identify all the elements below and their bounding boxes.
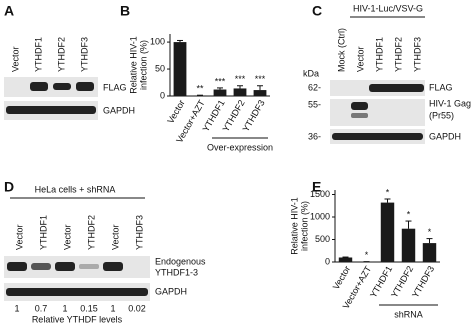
lane-label: Vector — [14, 224, 24, 250]
band-label: GAPDH — [429, 131, 461, 141]
y-axis-label: Relative HIV-1 — [289, 197, 299, 255]
marker: 55- — [308, 99, 321, 109]
blot — [4, 256, 150, 278]
bar — [193, 95, 207, 96]
y-tick-label: 50 — [155, 63, 165, 73]
bar — [233, 88, 247, 96]
band — [76, 82, 94, 91]
group-header: HIV-1-Luc/VSV-G — [353, 3, 423, 13]
lane-label: YTHDF2 — [86, 215, 96, 250]
y-tick-label: 500 — [315, 234, 330, 244]
band — [53, 83, 71, 90]
band — [31, 263, 51, 270]
group-label: shRNA — [394, 309, 423, 319]
significance: *** — [255, 74, 266, 84]
bar — [422, 243, 437, 262]
y-tick-label: 0 — [160, 90, 165, 100]
lane-label: YTHDF1 — [374, 37, 384, 72]
band — [369, 84, 424, 92]
level-value: 0.7 — [35, 303, 48, 313]
x-tick-label: Vector — [331, 264, 352, 291]
panel-label: D — [4, 179, 14, 195]
band-label: (Pr55) — [429, 110, 454, 120]
x-tick-label: Vector — [165, 98, 186, 125]
marker: 36- — [308, 131, 321, 141]
y-axis-label: Relative HIV-1 — [128, 36, 138, 94]
band-label: YTHDF1-3 — [155, 267, 198, 277]
lane-label: Mock (Ctrl) — [336, 28, 346, 72]
lane-label: YTHDF3 — [412, 37, 422, 72]
significance: ** — [196, 84, 204, 94]
band — [6, 288, 148, 296]
bar — [253, 90, 267, 96]
band-label: Endogenous — [155, 256, 206, 266]
band-label: FLAG — [103, 82, 127, 92]
bar — [401, 228, 416, 262]
panel-label: C — [312, 3, 322, 19]
lane-label: YTHDF3 — [79, 37, 89, 72]
y-tick-label: 0 — [325, 256, 330, 266]
significance: * — [386, 187, 390, 197]
y-tick-label: 100 — [150, 36, 165, 46]
band — [103, 262, 123, 271]
y-tick-label: 1000 — [310, 211, 330, 221]
band-label: GAPDH — [103, 105, 135, 115]
significance: * — [407, 209, 411, 219]
blot — [330, 99, 425, 126]
panel-label: A — [4, 3, 14, 19]
lane-label: YTHDF2 — [393, 37, 403, 72]
significance: *** — [235, 74, 246, 84]
y-axis-label: infection (%) — [138, 40, 148, 90]
significance: * — [365, 250, 369, 260]
band-label: FLAG — [429, 82, 453, 92]
band — [351, 113, 368, 118]
band — [332, 133, 423, 140]
level-value: 1 — [110, 303, 115, 313]
lane-label: YTHDF1 — [38, 215, 48, 250]
band — [6, 106, 96, 114]
lane-label: YTHDF1 — [33, 37, 43, 72]
significance: * — [428, 227, 432, 237]
level-value: 1 — [14, 303, 19, 313]
bar — [380, 202, 395, 262]
lane-label: YTHDF3 — [134, 215, 144, 250]
lane-label: Vector — [10, 46, 20, 72]
group-label: Over-expression — [207, 142, 273, 152]
group-header: HeLa cells + shRNA — [35, 184, 116, 194]
band — [55, 262, 75, 271]
band-label: HIV-1 Gag — [429, 98, 471, 108]
band — [30, 82, 48, 91]
band — [351, 102, 368, 110]
blot — [4, 77, 98, 97]
lane-label: Vector — [355, 46, 365, 72]
bar — [173, 42, 187, 96]
bar — [338, 257, 353, 262]
y-tick-label: 1500 — [310, 189, 330, 199]
lane-label: YTHDF2 — [56, 37, 66, 72]
band — [7, 262, 27, 271]
band-label: GAPDH — [155, 286, 187, 296]
lane-label: Vector — [110, 224, 120, 250]
panel-label: E — [312, 179, 321, 195]
y-axis-label: infection (%) — [299, 201, 309, 251]
significance: *** — [215, 76, 226, 86]
level-value: 1 — [62, 303, 67, 313]
level-value: 0.15 — [80, 303, 98, 313]
lane-label: Vector — [62, 224, 72, 250]
level-value: 0.02 — [128, 303, 146, 313]
marker: 62- — [308, 82, 321, 92]
panel-label: B — [120, 3, 130, 19]
band — [79, 264, 99, 269]
bar — [213, 89, 227, 96]
marker-unit: kDa — [303, 68, 319, 78]
levels-caption: Relative YTHDF levels — [32, 314, 123, 324]
